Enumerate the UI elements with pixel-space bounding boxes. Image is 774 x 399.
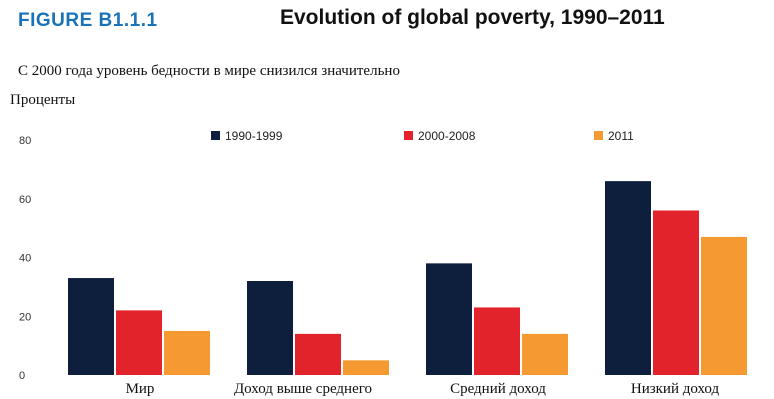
- y-tick-label: 60: [19, 194, 31, 206]
- bar: [605, 181, 651, 375]
- y-tick-label: 0: [19, 370, 25, 382]
- x-axis-labels: Мир Доход выше среднего Средний доход Низки…: [126, 381, 720, 397]
- figure-label: FIGURE B1.1.1: [18, 10, 158, 31]
- legend-label: 1990-1999: [225, 129, 283, 143]
- bar: [474, 307, 520, 375]
- bar: [426, 263, 472, 375]
- bars: [68, 181, 747, 375]
- chart-subtitle: С 2000 года уровень бедности в мире сниз…: [18, 63, 400, 79]
- legend-label: 2000-2008: [418, 129, 476, 143]
- x-category-label: Мир: [126, 381, 155, 397]
- bar: [68, 278, 114, 375]
- legend: 1990-1999 2000-2008 2011: [211, 129, 634, 143]
- bar: [701, 236, 747, 375]
- legend-swatch: [594, 131, 603, 140]
- y-axis-ticks: 0 20 40 60 80: [19, 135, 31, 382]
- y-tick-label: 80: [19, 135, 31, 147]
- chart-title: Evolution of global poverty, 1990–2011: [280, 6, 665, 29]
- x-category-label: Низкий доход: [631, 381, 720, 397]
- bar: [116, 310, 162, 375]
- bar: [247, 281, 293, 375]
- x-category-label: Доход выше среднего: [234, 381, 372, 397]
- bar: [295, 333, 341, 375]
- bar: [653, 210, 699, 375]
- y-axis-unit-label: Проценты: [10, 92, 76, 108]
- legend-swatch: [404, 131, 413, 140]
- bar: [343, 360, 389, 375]
- bar: [164, 330, 210, 375]
- legend-label: 2011: [608, 129, 634, 143]
- y-tick-label: 40: [19, 253, 31, 265]
- legend-swatch: [211, 131, 220, 140]
- x-category-label: Средний доход: [450, 381, 546, 397]
- y-tick-label: 20: [19, 311, 31, 323]
- bar: [522, 333, 568, 375]
